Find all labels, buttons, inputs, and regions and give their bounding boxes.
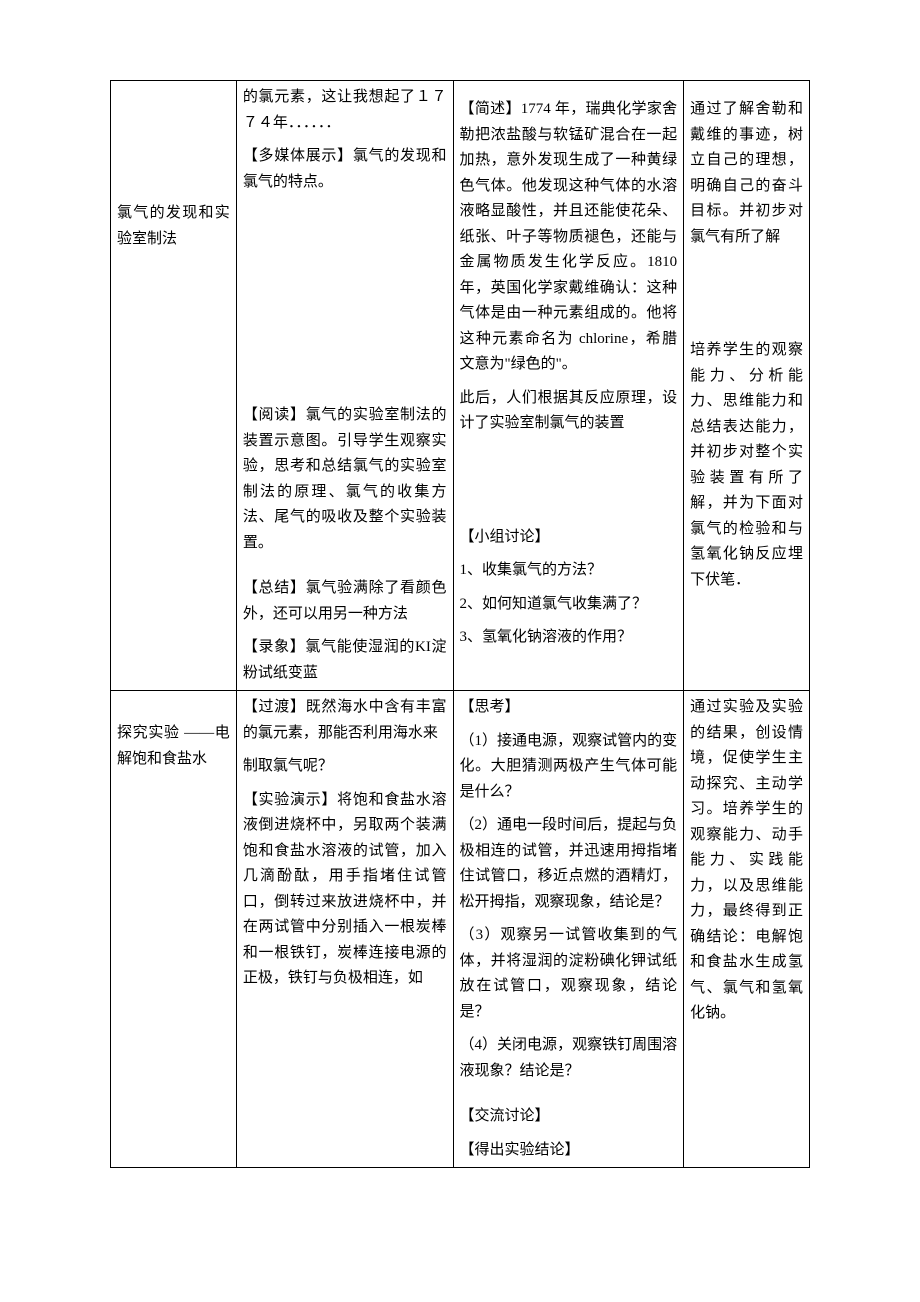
cell-teacher: 【过渡】既然海水中含有丰富的氯元素，那能否利用海水来 制取氯气呢？ 【实验演示】…	[236, 691, 453, 1168]
paragraph: 通过实验及实验的结果，创设情境，促使学生主动探究、主动学习。培养学生的观察能力、…	[690, 695, 803, 1027]
paragraph: 3、氢氧化钠溶液的作用？	[460, 625, 678, 651]
paragraph: 制取氯气呢？	[243, 754, 447, 780]
paragraph: 【小组讨论】	[460, 525, 678, 551]
paragraph: 通过了解舍勒和戴维的事迹，树立自己的理想，明确自己的奋斗目标。并初步对氯气有所了…	[690, 97, 803, 250]
paragraph: 的氯元素，这让我想起了１７７４年．．．．．．	[243, 85, 447, 136]
lesson-table: 氯气的发现和实验室制法 的氯元素，这让我想起了１７７４年．．．．．． 【多媒体展…	[110, 80, 810, 1168]
paragraph: 【简述】1774 年，瑞典化学家舍勒把浓盐酸与软锰矿混合在一起加热，意外发现生成…	[460, 97, 678, 378]
cell-purpose: 通过实验及实验的结果，创设情境，促使学生主动探究、主动学习。培养学生的观察能力、…	[684, 691, 810, 1168]
paragraph: 【过渡】既然海水中含有丰富的氯元素，那能否利用海水来	[243, 695, 447, 746]
paragraph: 【录象】氯气能使湿润的KI淀粉试纸变蓝	[243, 635, 447, 686]
cell-student: 【简述】1774 年，瑞典化学家舍勒把浓盐酸与软锰矿混合在一起加热，意外发现生成…	[453, 81, 684, 691]
topic-text: 探究实验 ——电解饱和食盐水	[117, 721, 230, 772]
paragraph: 【交流讨论】	[460, 1104, 678, 1130]
cell-topic: 探究实验 ——电解饱和食盐水	[111, 691, 237, 1168]
paragraph: 【实验演示】将饱和食盐水溶液倒进烧杯中，另取两个装满饱和食盐水溶液的试管，加入几…	[243, 788, 447, 992]
paragraph: （4）关闭电源，观察铁钉周围溶液现象？结论是？	[460, 1033, 678, 1084]
paragraph: 培养学生的观察能力、分析能力、思维能力和总结表达能力，并初步对整个实验装置有所了…	[690, 338, 803, 593]
cell-topic: 氯气的发现和实验室制法	[111, 81, 237, 691]
paragraph: 【总结】氯气验满除了看颜色外，还可以用另一种方法	[243, 576, 447, 627]
cell-student: 【思考】 （1）接通电源，观察试管内的变化。大胆猜测两极产生气体可能是什么？ （…	[453, 691, 684, 1168]
paragraph: 此后，人们根据其反应原理，设计了实验室制氯气的装置	[460, 386, 678, 437]
paragraph: （1）接通电源，观察试管内的变化。大胆猜测两极产生气体可能是什么？	[460, 729, 678, 806]
paragraph: （3）观察另一试管收集到的气体，并将湿润的淀粉碘化钾试纸放在试管口，观察现象，结…	[460, 923, 678, 1025]
paragraph: 【阅读】氯气的实验室制法的装置示意图。引导学生观察实验，思考和总结氯气的实验室制…	[243, 403, 447, 556]
paragraph: 【得出实验结论】	[460, 1138, 678, 1164]
cell-purpose: 通过了解舍勒和戴维的事迹，树立自己的理想，明确自己的奋斗目标。并初步对氯气有所了…	[684, 81, 810, 691]
paragraph: 【思考】	[460, 695, 678, 721]
cell-teacher: 的氯元素，这让我想起了１７７４年．．．．．． 【多媒体展示】氯气的发现和氯气的特…	[236, 81, 453, 691]
topic-text: 氯气的发现和实验室制法	[117, 201, 230, 252]
paragraph: 1、收集氯气的方法？	[460, 558, 678, 584]
table-row: 探究实验 ——电解饱和食盐水 【过渡】既然海水中含有丰富的氯元素，那能否利用海水…	[111, 691, 810, 1168]
document-page: 氯气的发现和实验室制法 的氯元素，这让我想起了１７７４年．．．．．． 【多媒体展…	[0, 0, 920, 1228]
table-row: 氯气的发现和实验室制法 的氯元素，这让我想起了１７７４年．．．．．． 【多媒体展…	[111, 81, 810, 691]
paragraph: 【多媒体展示】氯气的发现和氯气的特点。	[243, 144, 447, 195]
paragraph: （2）通电一段时间后，提起与负极相连的试管，并迅速用拇指堵住试管口，移近点燃的酒…	[460, 813, 678, 915]
paragraph: 2、如何知道氯气收集满了？	[460, 592, 678, 618]
